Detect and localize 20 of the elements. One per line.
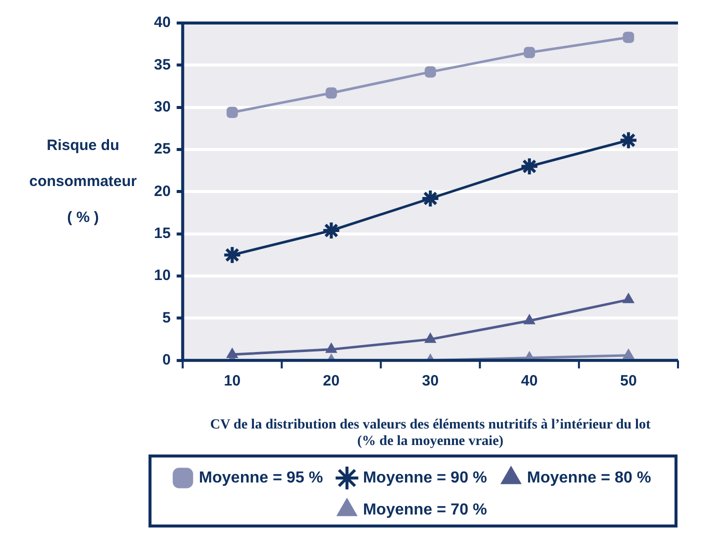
y-tick-label: 20 <box>154 182 171 200</box>
text: Risque du consommateur ( % ) <box>29 136 137 226</box>
legend-label: Moyenne = 80 % <box>527 469 652 486</box>
x-tick-label: 10 <box>224 372 241 390</box>
y-tick-label: 0 <box>162 352 171 369</box>
y-tick-label: 35 <box>154 56 171 74</box>
y-tick-label: 5 <box>162 309 171 326</box>
x-tick-label: 30 <box>422 372 439 390</box>
y-tick-label: 10 <box>154 267 171 284</box>
y-tick-label: 25 <box>154 140 171 158</box>
y-tick-label: 15 <box>154 225 171 242</box>
x-tick-label: 40 <box>521 372 538 390</box>
x-axis-title: CV de la distribution des valeurs des éléments nutritifs à l’intérieur du lot (% de la moyenne vraie) <box>210 417 651 450</box>
legend-label: Moyenne = 95 % <box>198 469 323 486</box>
x-tick-label: 20 <box>322 372 340 390</box>
y-tick-label: 30 <box>154 98 171 116</box>
legend-label: Moyenne = 90 % <box>362 469 488 486</box>
legend-label: Moyenne = 70 % <box>362 501 488 518</box>
x-tick-label: 50 <box>620 372 637 390</box>
y-tick-label: 40 <box>154 14 171 32</box>
